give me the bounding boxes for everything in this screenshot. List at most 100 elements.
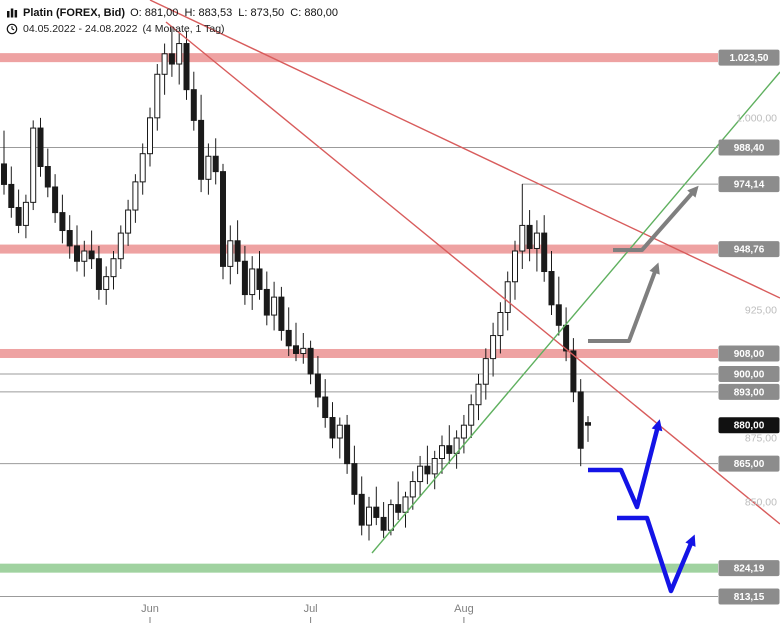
candle-body (431, 458, 438, 475)
candle-body (198, 119, 205, 180)
price-level-label: 900,00 (734, 369, 765, 380)
price-level-label: 908,00 (734, 349, 765, 360)
candle-body (8, 183, 15, 208)
chart-type-icon (6, 7, 18, 19)
scenario-arrow (588, 425, 661, 510)
scenario-arrow (617, 515, 695, 594)
chart-header: Platin (FOREX, Bid) O: 881,00 H: 883,53 … (6, 5, 338, 37)
level-band (0, 53, 718, 63)
candle-body (161, 53, 168, 75)
candle-body (256, 268, 263, 290)
candle-body (351, 463, 358, 495)
candle-body (15, 206, 22, 226)
candle-body (22, 201, 29, 226)
candle-body (482, 358, 489, 385)
candle-body (220, 171, 226, 267)
time-axis: Jun Jul Aug (141, 603, 474, 623)
clock-icon (6, 23, 18, 35)
date-range: 04.05.2022 - 24.08.2022 (23, 23, 138, 35)
candle-body (490, 335, 497, 360)
candle-body (66, 230, 73, 247)
candle-body (563, 324, 570, 352)
candle-body (139, 153, 146, 183)
price-level-label: 948,76 (734, 245, 765, 256)
arrowhead (649, 262, 660, 275)
candle-body (548, 271, 555, 306)
trendline (371, 71, 780, 554)
price-level-label: 880,00 (734, 421, 765, 432)
period-label: (4 Monate, 1 Tag) (142, 23, 225, 35)
candle-body (1, 163, 7, 185)
candle-body (110, 258, 117, 278)
horizontal-level-lines (0, 147, 718, 597)
scenario-arrow (588, 268, 658, 343)
scenario-arrow (613, 189, 696, 252)
candle-body (30, 127, 37, 203)
candle-body (154, 73, 161, 119)
candle-body (417, 465, 424, 483)
candle-body (585, 422, 591, 426)
price-level-label-box (718, 560, 780, 577)
candle-body (314, 373, 321, 398)
candle-body (446, 445, 453, 454)
candle-body (132, 181, 139, 211)
candle-body (402, 496, 409, 513)
candle-body (460, 424, 467, 439)
candle-body (475, 383, 482, 406)
price-level-label-box (718, 176, 780, 193)
level-band (0, 244, 718, 254)
candle-body (176, 43, 183, 65)
candle-body (95, 258, 102, 290)
arrowhead (687, 185, 699, 198)
price-tick-label: 925,00 (745, 304, 777, 316)
candle-body (147, 117, 153, 155)
month-label: Jun (141, 603, 159, 615)
price-tick-label: 875,00 (745, 433, 777, 445)
candle-body (241, 260, 248, 296)
candle-body (205, 155, 212, 180)
trendlines (149, 0, 780, 554)
candle-body (168, 53, 175, 65)
candle-body (373, 506, 380, 518)
candles (1, 28, 591, 541)
price-level-label: 824,19 (734, 564, 765, 575)
instrument-row: Platin (FOREX, Bid) O: 881,00 H: 883,53 … (6, 5, 338, 21)
price-level-label-box (718, 455, 780, 472)
candle-body (37, 127, 44, 167)
candle-body (81, 250, 88, 262)
candle-body (300, 347, 307, 354)
candle-body (358, 493, 365, 526)
price-tick-label: 1.000,00 (736, 112, 777, 124)
candle-body (366, 506, 372, 526)
candle-body (227, 240, 234, 267)
price-tick-label: 850,00 (745, 497, 777, 509)
candle-body (117, 232, 124, 260)
scenario-arrows (588, 185, 699, 594)
candle-body (329, 417, 336, 439)
candle-body (322, 396, 329, 419)
price-level-label-box (718, 588, 780, 605)
candle-body (59, 212, 66, 232)
price-level-label-box (718, 383, 780, 400)
candle-body (336, 424, 343, 439)
candle-body (183, 43, 190, 91)
price-level-label-box (718, 49, 780, 66)
month-label: Aug (454, 603, 474, 615)
candle-body (307, 347, 314, 375)
price-level-label: 974,14 (734, 180, 765, 191)
candle-body (263, 288, 270, 316)
price-level-label-box (718, 365, 780, 382)
arrowhead (685, 534, 696, 547)
candle-body (395, 504, 402, 513)
price-level-label-box (718, 345, 780, 362)
price-level-label: 893,00 (734, 387, 765, 398)
candle-body (468, 404, 475, 426)
price-level-label-box (718, 139, 780, 156)
candle-body (533, 232, 540, 249)
price-level-label-box (718, 241, 780, 258)
candle-body (74, 245, 80, 262)
level-band (0, 563, 718, 573)
price-level-label: 865,00 (734, 459, 765, 470)
